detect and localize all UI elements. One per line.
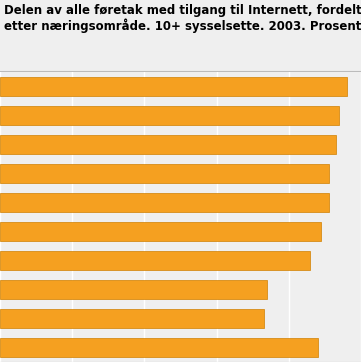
- Bar: [0, 164, 329, 183]
- Bar: [0, 135, 336, 154]
- Bar: [0, 77, 347, 96]
- Bar: [0, 222, 321, 241]
- Bar: [0, 280, 267, 299]
- Bar: [0, 251, 310, 270]
- Bar: [0, 106, 339, 125]
- Bar: [0, 338, 318, 357]
- Bar: [0, 309, 264, 328]
- Bar: [0, 193, 329, 212]
- Text: Delen av alle føretak med tilgang til Internett, fordelt
etter næringsområde. 10: Delen av alle føretak med tilgang til In…: [4, 4, 361, 34]
